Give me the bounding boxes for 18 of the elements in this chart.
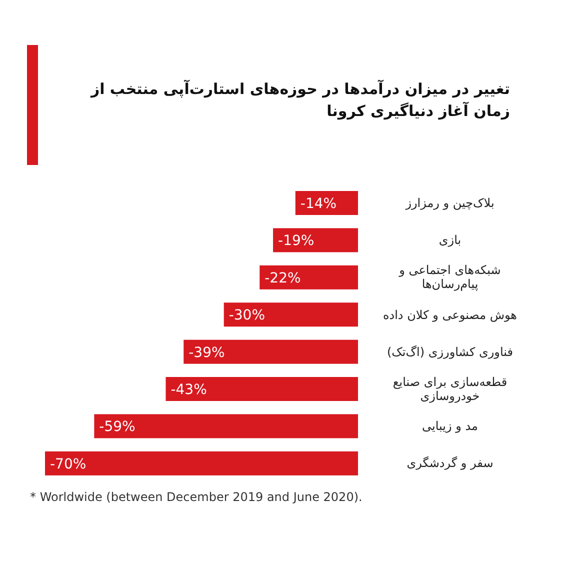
data-label: -30% [228,308,266,324]
y-tick-label: شبکه‌های اجتماعی و پیام‌رسان‌ها [398,263,502,292]
y-tick-label: بلاک‌چین و رمزارز [404,196,496,210]
y-tick-label: هوش مصنوعی و کلان داده [382,308,518,322]
data-label: -14% [300,196,337,212]
y-tick-label: قطعه‌سازی برای صنایع خودروسازی [392,375,508,403]
text: * Worldwide (between December 2019 and June 2020). [30,490,362,504]
chart-title: تغییر در میزان درآمدها در حوزه‌های استارت‌آپی منتخب از زمان آغاز دنیاگیری کرونا [89,78,510,122]
y-tick-label: مد و زیبایی [421,419,479,434]
data-label: -39% [188,344,225,361]
data-label: -59% [99,419,136,436]
data-label: -43% [170,382,207,398]
data-label: -19% [278,233,314,250]
data-label: -22% [264,270,301,286]
y-tick-label: فناوری کشاورزی (اگ‌تک) [386,344,514,359]
data-label: -70% [50,456,86,472]
y-tick-label: سفر و گردشگری [406,456,494,470]
y-tick-label: بازی [438,233,462,248]
